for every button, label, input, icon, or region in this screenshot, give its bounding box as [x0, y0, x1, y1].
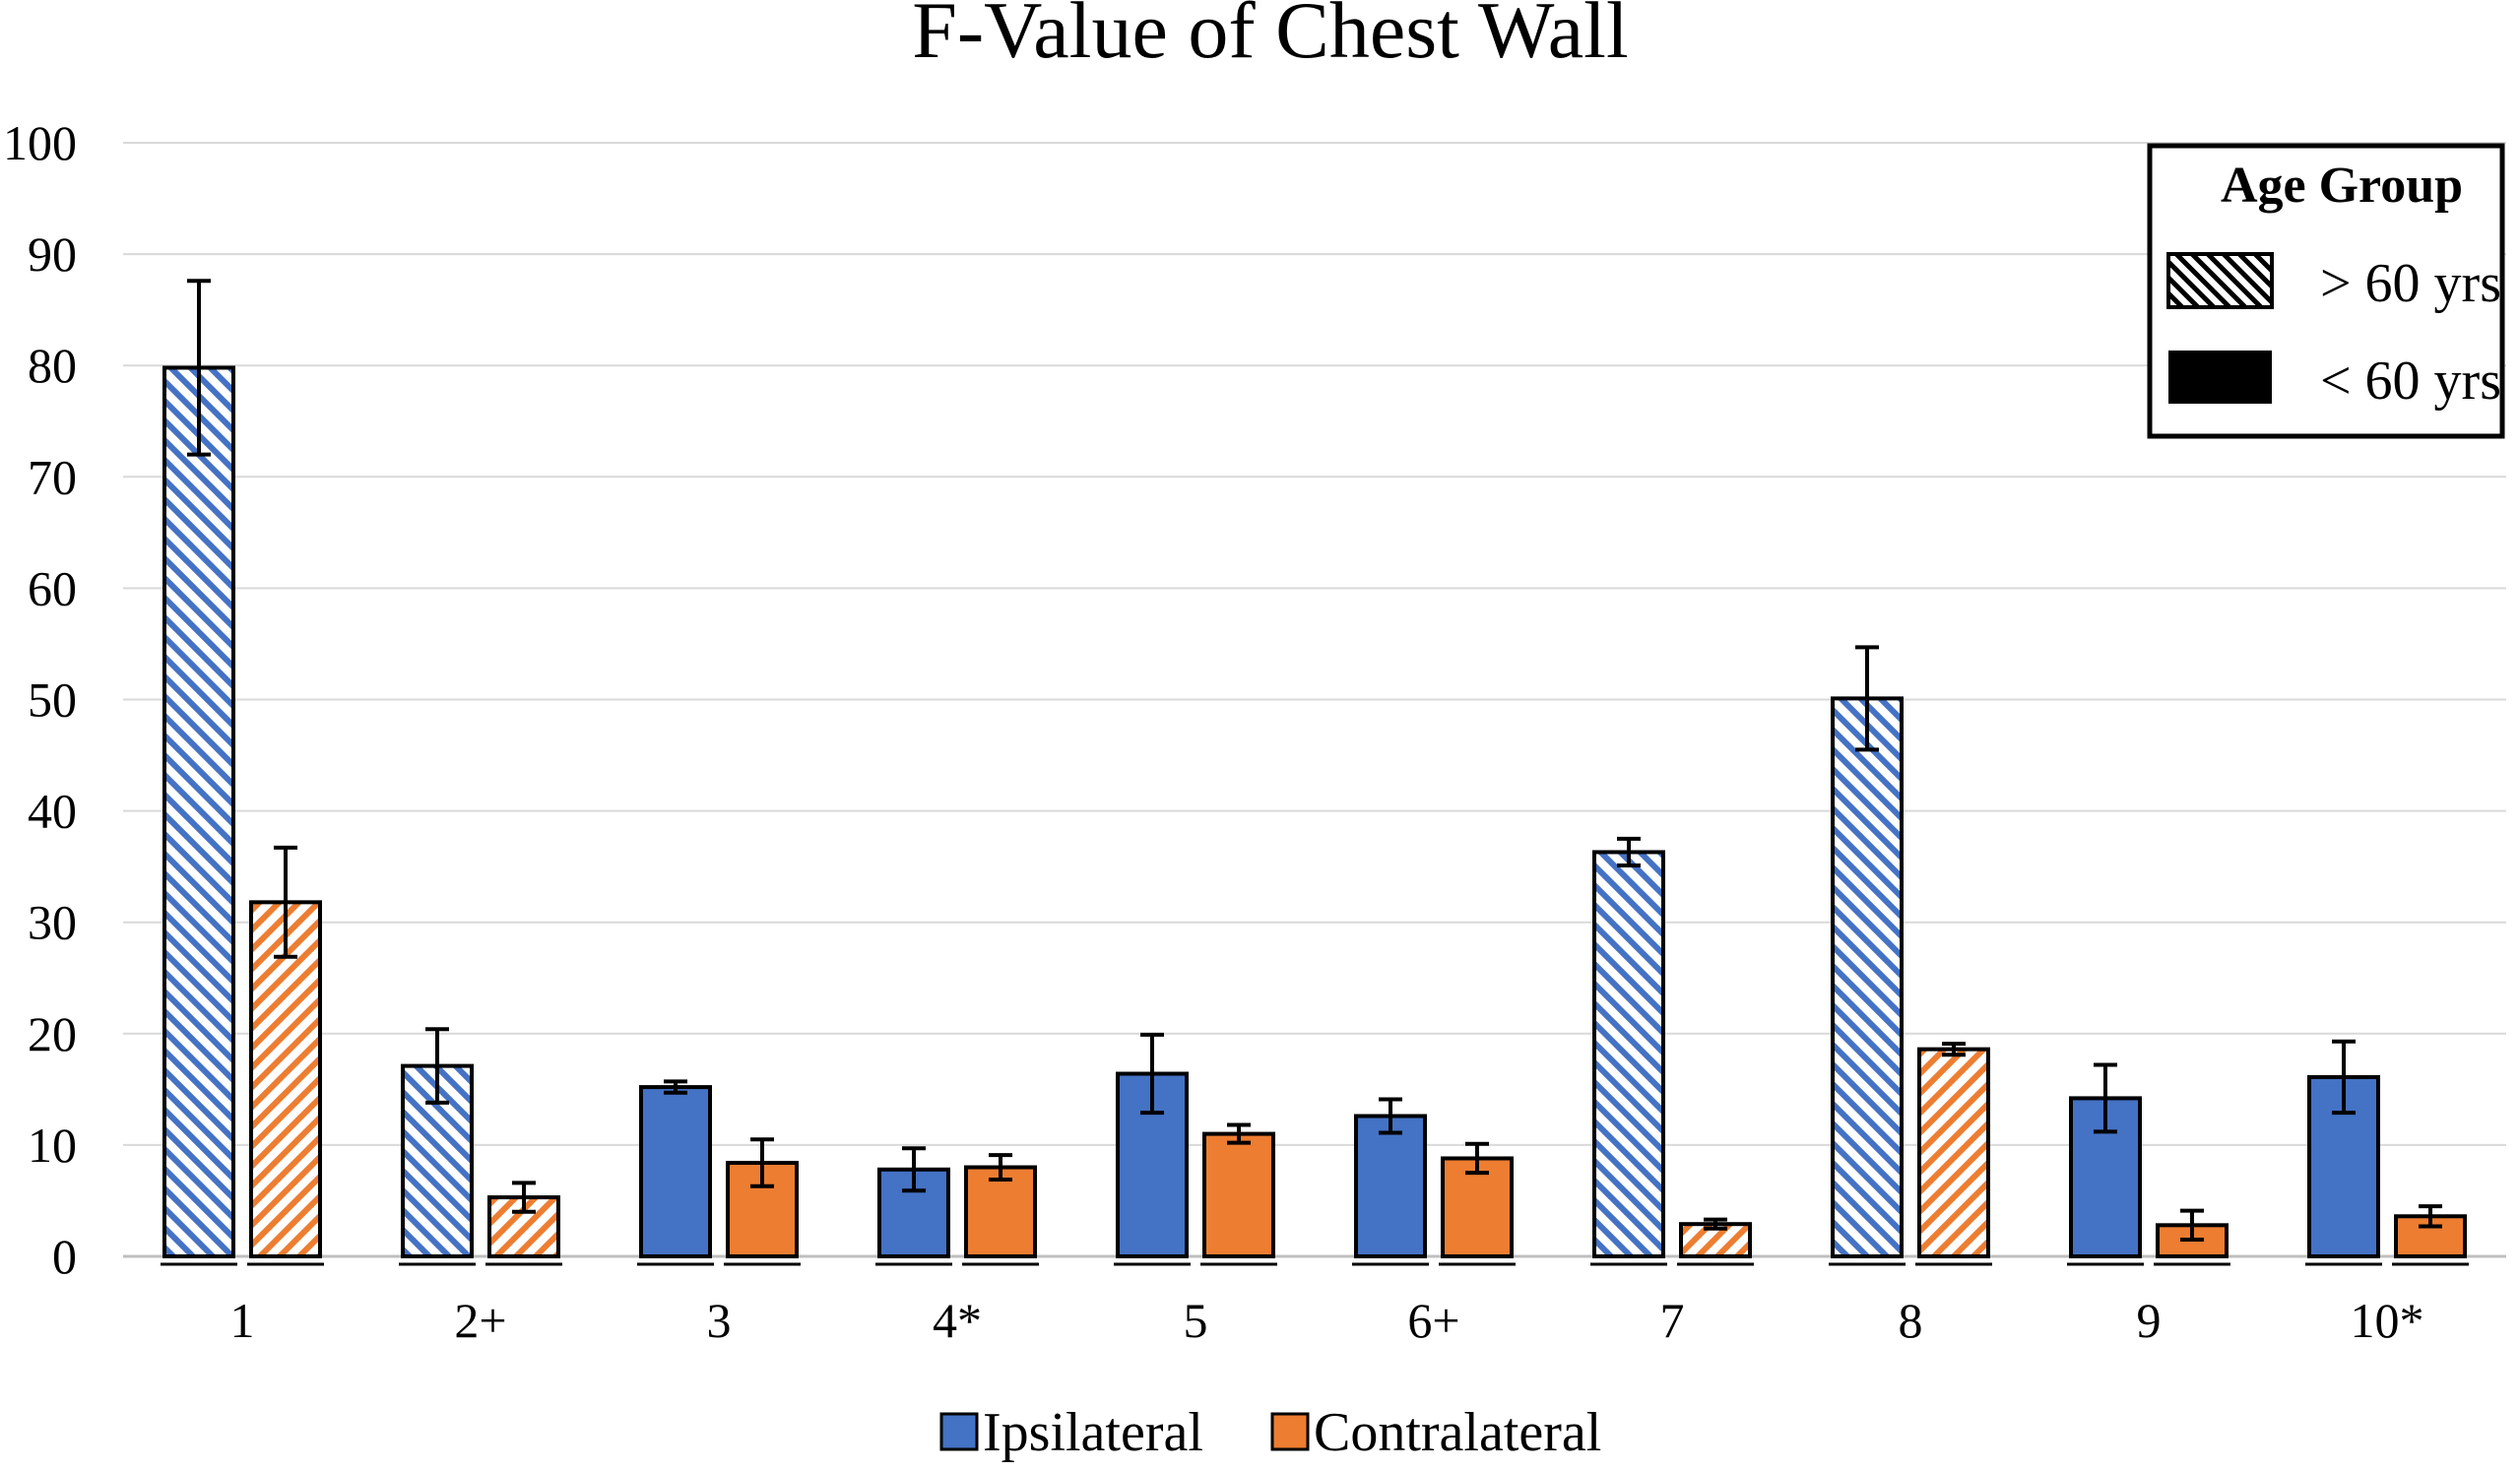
x-tick-label-5: 5	[1184, 1293, 1208, 1348]
legend-label-under-60: < 60 yrs	[2320, 351, 2501, 412]
error-bars	[187, 279, 2442, 1243]
error-bar-contralateral-6+	[1465, 1141, 1489, 1176]
y-tick-label-0: 0	[52, 1229, 77, 1284]
bar-ipsilateral-3	[639, 1085, 712, 1259]
y-tick-label-20: 20	[28, 1006, 77, 1061]
x-tick-label-8: 8	[1899, 1293, 1923, 1348]
bar-ipsilateral-1	[162, 365, 235, 1259]
bar-ipsilateral-6+	[1354, 1114, 1427, 1259]
error-bar-ipsilateral-4*	[902, 1146, 926, 1193]
x-tick-label-1: 1	[230, 1293, 255, 1348]
error-bar-ipsilateral-5	[1140, 1032, 1164, 1116]
legend-label-over-60: > 60 yrs	[2320, 253, 2501, 314]
gridlines	[123, 142, 2506, 1258]
series-legend-label-ipsilateral: Ipsilateral	[983, 1402, 1203, 1463]
y-tick-label-30: 30	[28, 895, 77, 950]
error-bar-ipsilateral-1	[187, 279, 211, 457]
series-legend-swatch-ipsilateral	[939, 1412, 979, 1451]
y-tick-label-50: 50	[28, 672, 77, 728]
error-bar-ipsilateral-9	[2094, 1062, 2117, 1134]
error-bar-contralateral-7	[1704, 1217, 1727, 1231]
series-legend: Ipsilateral Contralateral	[939, 1402, 1601, 1463]
error-bar-contralateral-5	[1227, 1122, 1251, 1145]
series-legend-label-contralateral: Contralateral	[1314, 1402, 1601, 1463]
error-bar-ipsilateral-10*	[2332, 1039, 2356, 1116]
bar-contralateral-5	[1202, 1131, 1275, 1258]
error-bar-contralateral-10*	[2419, 1204, 2442, 1229]
x-tick-label-9: 9	[2137, 1293, 2162, 1348]
x-tick-label-10*: 10*	[2351, 1293, 2424, 1348]
error-bar-contralateral-4*	[989, 1153, 1012, 1182]
series-legend-swatch-contralateral	[1270, 1412, 1310, 1451]
x-tick-label-4*: 4*	[933, 1293, 982, 1348]
bars	[161, 365, 2469, 1266]
y-tick-label-100: 100	[3, 115, 77, 170]
x-axis-tick-labels: 1 2+ 3 4* 5 6+ 7 8 9 10*	[230, 1293, 2424, 1348]
error-bar-ipsilateral-3	[664, 1079, 687, 1095]
legend-swatch-hatched	[2166, 252, 2274, 309]
error-bar-ipsilateral-7	[1617, 836, 1641, 868]
error-bar-contralateral-9	[2180, 1208, 2204, 1243]
error-bar-contralateral-3	[750, 1137, 774, 1188]
age-group-legend: Age Group > 60 yrs < 60 yrs	[2147, 143, 2505, 439]
legend-title: Age Group	[2221, 158, 2463, 214]
error-bar-contralateral-1	[274, 845, 297, 959]
error-bar-contralateral-8	[1942, 1041, 1966, 1057]
y-tick-label-40: 40	[28, 784, 77, 839]
bar-contralateral-2+	[487, 1195, 560, 1259]
y-tick-label-10: 10	[28, 1118, 77, 1173]
error-bar-contralateral-2+	[512, 1181, 536, 1214]
chart-title: F-Value of Chest Wall	[912, 0, 1629, 75]
y-tick-label-70: 70	[28, 449, 77, 504]
x-tick-label-6+: 6+	[1407, 1293, 1459, 1348]
x-tick-label-7: 7	[1660, 1293, 1685, 1348]
bar-contralateral-8	[1917, 1047, 1990, 1259]
x-tick-label-3: 3	[707, 1293, 732, 1348]
error-bar-ipsilateral-8	[1855, 645, 1879, 752]
error-bar-ipsilateral-2+	[425, 1027, 449, 1105]
legend-swatch-solid	[2168, 351, 2272, 404]
bar-contralateral-4*	[964, 1165, 1037, 1259]
error-bar-ipsilateral-6+	[1379, 1097, 1402, 1135]
y-tick-label-60: 60	[28, 560, 77, 615]
bar-ipsilateral-8	[1831, 696, 1904, 1258]
y-axis-tick-labels: 0 10 20 30 40 50 60 70 80 90 100	[3, 115, 77, 1284]
bar-ipsilateral-7	[1592, 850, 1665, 1259]
y-tick-label-90: 90	[28, 226, 77, 282]
y-tick-label-80: 80	[28, 338, 77, 393]
x-tick-label-2+: 2+	[454, 1293, 506, 1348]
bar-contralateral-1	[249, 900, 322, 1258]
